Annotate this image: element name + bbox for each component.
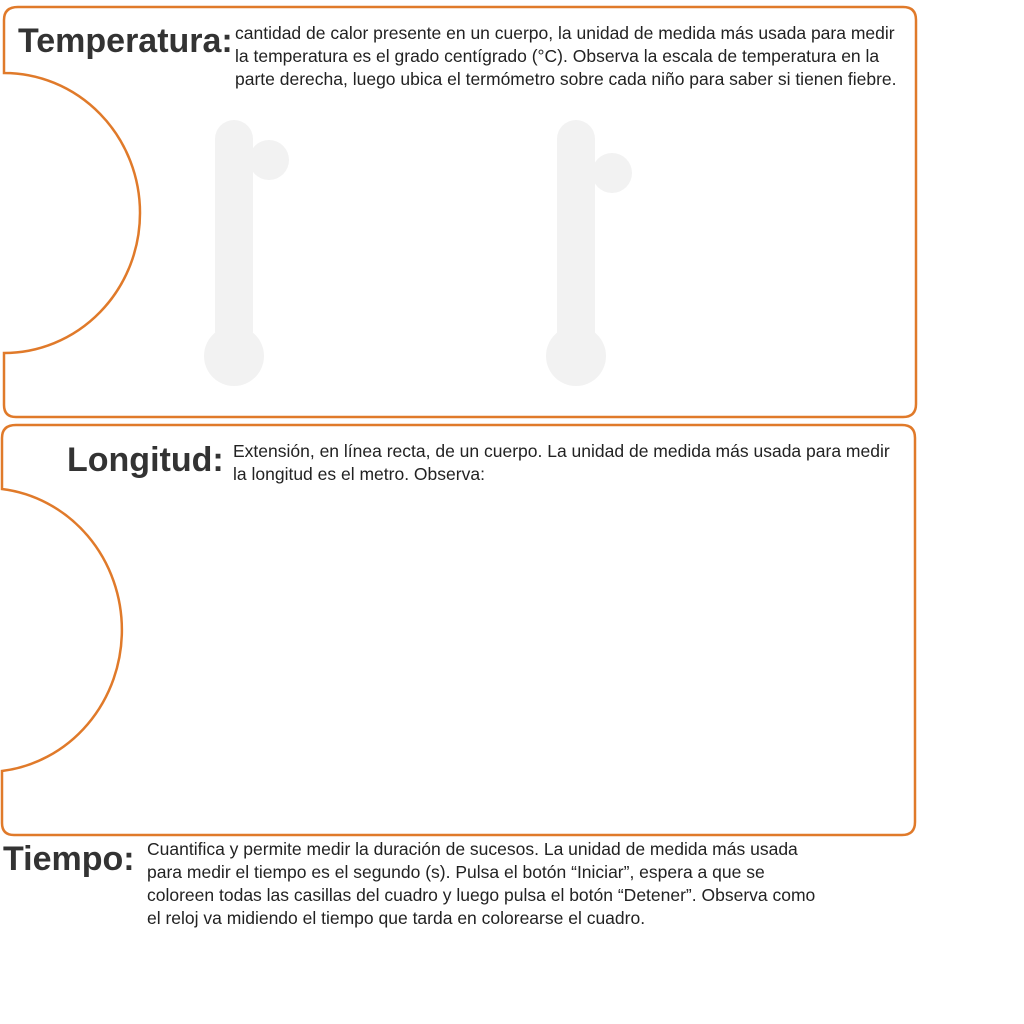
thermometer-icon[interactable] [546, 120, 632, 386]
longitud-panel-frame [0, 423, 917, 837]
temperatura-description: cantidad de calor presente en un cuerpo,… [235, 23, 897, 89]
temperatura-panel-frame [2, 5, 918, 419]
tiempo-description: Cuantifica y permite medir la duración d… [147, 839, 816, 928]
tiempo-title: Tiempo: [3, 840, 135, 878]
thermometer-icon[interactable] [204, 120, 289, 386]
longitud-description: Extensión, en línea recta, de un cuerpo.… [233, 441, 890, 484]
longitud-title: Longitud: [67, 441, 224, 479]
temperatura-title: Temperatura: [18, 22, 233, 60]
